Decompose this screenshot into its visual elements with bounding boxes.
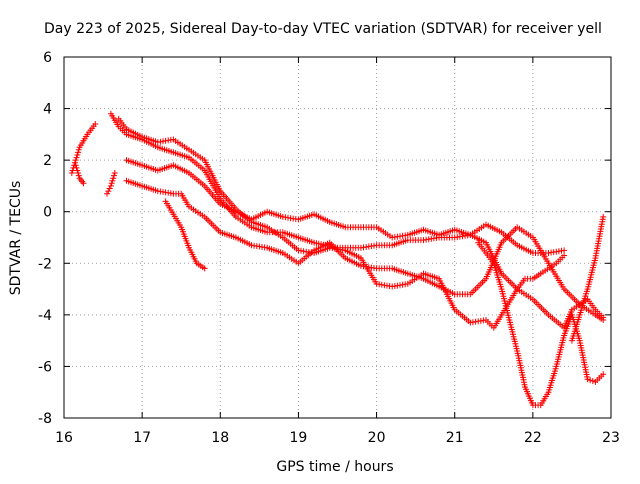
x-tick-label: 19 (290, 430, 308, 446)
x-tick-label: 17 (133, 430, 151, 446)
chart-title: Day 223 of 2025, Sidereal Day-to-day VTE… (44, 21, 602, 37)
series-markers (104, 170, 118, 197)
x-tick-label: 22 (524, 430, 542, 446)
y-tick-label: 2 (43, 153, 52, 169)
y-tick-label: -8 (38, 411, 52, 427)
data-series (68, 110, 607, 409)
series-track-5 (115, 115, 568, 331)
y-tick-label: -2 (38, 256, 52, 272)
series-track-2 (72, 162, 87, 187)
series-track-6 (123, 157, 607, 331)
series-markers (107, 110, 568, 256)
y-tick-label: -4 (38, 308, 52, 324)
series-track-10 (568, 213, 607, 344)
y-axis-label: SDTVAR / TECUs (8, 181, 24, 296)
y-tick-label: 6 (43, 50, 52, 66)
series-track-8 (162, 198, 208, 272)
series-markers (123, 177, 607, 323)
series-track-1 (68, 121, 99, 176)
series-markers (68, 121, 99, 176)
plot-frame (63, 56, 612, 419)
y-tick-label: 4 (43, 102, 52, 118)
series-markers (123, 157, 607, 331)
x-tick-label: 23 (602, 430, 620, 446)
series-track-7 (123, 177, 607, 323)
series-markers (568, 213, 607, 344)
x-tick-label: 20 (368, 430, 386, 446)
series-markers (162, 198, 208, 272)
y-tick-label: 0 (43, 205, 52, 221)
axis-ticks (63, 56, 612, 419)
x-tick-label: 16 (55, 430, 73, 446)
series-track-4 (107, 110, 568, 256)
x-tick-label: 21 (446, 430, 464, 446)
x-tick-labels: 16 17 18 19 20 21 22 23 (55, 430, 620, 446)
series-track-3 (104, 170, 118, 197)
y-tick-labels: -8 -6 -4 -2 0 2 4 6 (38, 50, 52, 427)
y-tick-label: -6 (38, 359, 52, 375)
x-tick-label: 18 (211, 430, 229, 446)
series-markers (475, 239, 607, 409)
grid (64, 57, 611, 418)
series-markers (72, 162, 87, 187)
series-markers (115, 115, 568, 331)
x-axis-label: GPS time / hours (276, 459, 393, 475)
series-track-9 (475, 239, 607, 409)
